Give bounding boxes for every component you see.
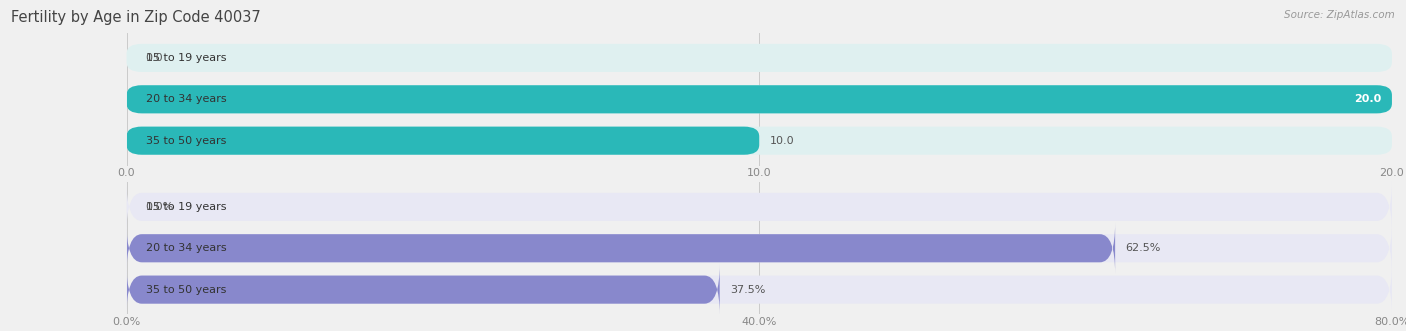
FancyBboxPatch shape [127,85,1392,113]
Text: 20 to 34 years: 20 to 34 years [146,243,226,253]
Text: 0.0%: 0.0% [146,202,174,212]
Text: 20.0: 20.0 [1354,94,1382,104]
Text: 0.0: 0.0 [146,53,163,63]
Text: 15 to 19 years: 15 to 19 years [146,202,226,212]
Text: 62.5%: 62.5% [1125,243,1160,253]
FancyBboxPatch shape [127,126,1392,155]
FancyBboxPatch shape [127,264,720,315]
Text: 15 to 19 years: 15 to 19 years [146,53,226,63]
FancyBboxPatch shape [127,223,1392,274]
Text: Source: ZipAtlas.com: Source: ZipAtlas.com [1284,10,1395,20]
Text: Fertility by Age in Zip Code 40037: Fertility by Age in Zip Code 40037 [11,10,262,25]
FancyBboxPatch shape [127,223,1115,274]
FancyBboxPatch shape [127,264,1392,315]
FancyBboxPatch shape [127,85,1392,113]
FancyBboxPatch shape [127,126,759,155]
Text: 20 to 34 years: 20 to 34 years [146,94,226,104]
Text: 35 to 50 years: 35 to 50 years [146,136,226,146]
Text: 35 to 50 years: 35 to 50 years [146,285,226,295]
FancyBboxPatch shape [127,44,1392,72]
Text: 10.0: 10.0 [769,136,794,146]
Text: 37.5%: 37.5% [730,285,765,295]
FancyBboxPatch shape [127,181,1392,232]
